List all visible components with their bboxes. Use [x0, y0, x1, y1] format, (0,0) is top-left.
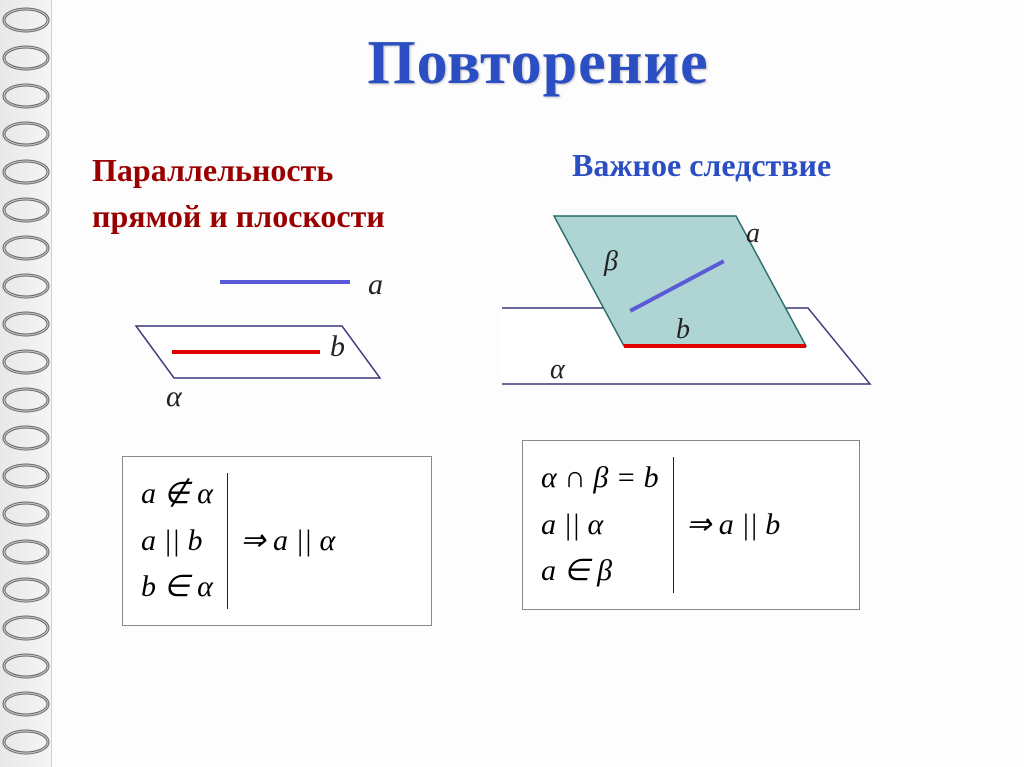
right-formula-box: α ∩ β = ba || αa ∈ β ⇒ a || b	[522, 440, 860, 610]
left-diagram: ab α	[112, 270, 412, 430]
premise-line: a || α	[541, 502, 659, 549]
svg-text:b: b	[676, 314, 690, 345]
left-formula-row: a ∉ αa || bb ∈ α ⇒ a || α	[141, 471, 413, 611]
svg-text:b: b	[330, 330, 345, 363]
left-heading-line1: Параллельность	[92, 147, 385, 193]
svg-text:α: α	[550, 354, 566, 385]
premise-line: α ∩ β = b	[541, 455, 659, 502]
page-title: Повторение	[52, 28, 1024, 99]
right-heading: Важное следствие	[572, 147, 831, 184]
left-premises: a ∉ αa || bb ∈ α	[141, 471, 227, 611]
premise-line: a || b	[141, 518, 213, 565]
left-heading: Параллельность прямой и плоскости	[92, 147, 385, 240]
premise-line: b ∈ α	[141, 564, 213, 611]
spiral-svg	[0, 0, 52, 767]
right-formula-row: α ∩ β = ba || αa ∈ β ⇒ a || b	[541, 455, 841, 595]
svg-text:α: α	[166, 380, 183, 413]
svg-text:a: a	[746, 218, 760, 249]
right-premises: α ∩ β = ba || αa ∈ β	[541, 455, 673, 595]
left-conclusion: ⇒ a || α	[228, 518, 335, 565]
svg-text:β: β	[603, 246, 618, 277]
spiral-binding	[0, 0, 52, 767]
svg-text:a: a	[368, 270, 383, 301]
premise-line: a ∈ β	[541, 548, 659, 595]
left-formula-box: a ∉ αa || bb ∈ α ⇒ a || α	[122, 456, 432, 626]
premise-line: a ∉ α	[141, 471, 213, 518]
left-heading-line2: прямой и плоскости	[92, 193, 385, 239]
right-diagram: α β a b	[502, 210, 922, 410]
right-conclusion: ⇒ a || b	[674, 502, 780, 549]
slide-content: Повторение Параллельность прямой и плоск…	[52, 0, 1024, 767]
